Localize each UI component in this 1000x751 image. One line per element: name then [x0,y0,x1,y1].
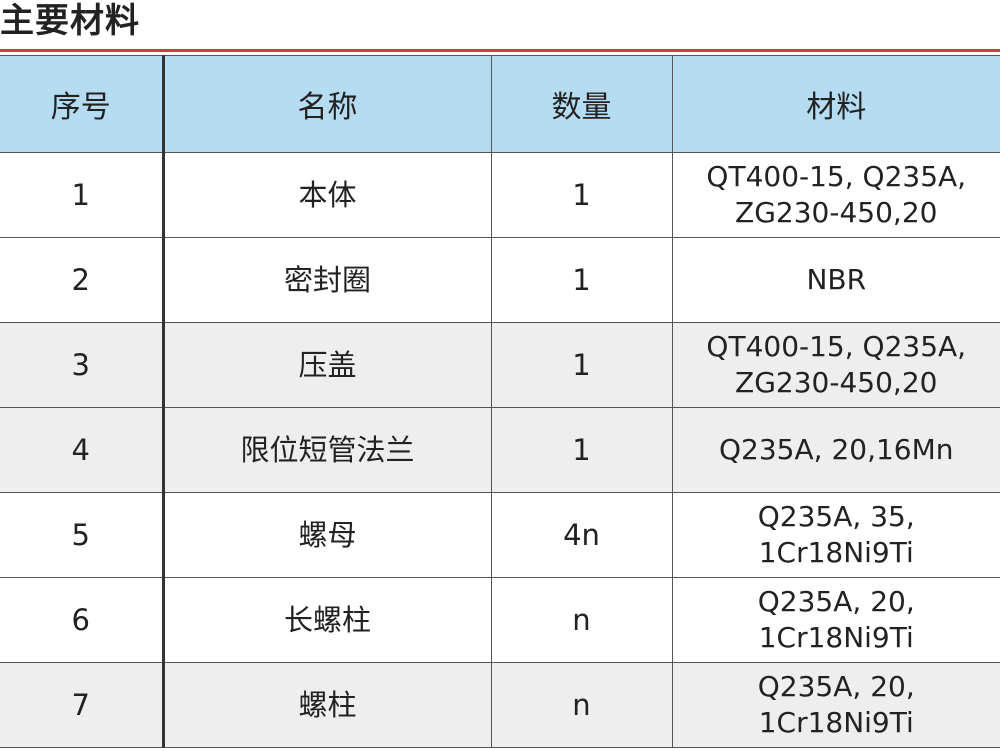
cell-text: 2 [71,263,90,297]
cell-text: 1 [572,178,591,212]
table-cell: 限位短管法兰 [162,407,492,493]
table-cell: 2 [0,237,165,323]
table-row: 3 压盖 1 QT400-15, Q235A, ZG230-450,20 [0,322,1000,408]
table-cell: 螺柱 [162,662,492,748]
table-row: 6 长螺柱 n Q235A, 20, 1Cr18Ni9Ti [0,577,1000,663]
table-row: 2 密封圈 1 NBR [0,237,1000,323]
cell-text: 1 [572,263,591,297]
table-cell: 压盖 [162,322,492,408]
materials-table: 序号 名称 数量 材料 1 本体 1 QT400-15, Q235A, ZG230-450,2… [0,55,1000,748]
table-cell: Q235A, 35, 1Cr18Ni9Ti [671,492,1000,578]
column-header: 序号 [0,55,165,153]
table-cell: 4 [0,407,165,493]
cell-text: 1 [572,433,591,467]
cell-text: 4 [71,433,90,467]
cell-text: n [572,603,591,637]
table-row: 7 螺柱 n Q235A, 20, 1Cr18Ni9Ti [0,662,1000,748]
title-rule [0,49,1000,52]
table-cell: 1 [490,322,673,408]
table-cell: 4n [490,492,673,578]
cell-text: 7 [71,688,90,722]
table-cell: NBR [671,237,1000,323]
cell-text: 3 [71,348,90,382]
cell-text: 1 [572,348,591,382]
table-cell: 1 [490,407,673,493]
column-header: 数量 [490,55,673,153]
cell-text: 螺母 [298,518,357,552]
table-cell: 6 [0,577,165,663]
table-row: 4 限位短管法兰 1 Q235A, 20,16Mn [0,407,1000,493]
cell-text: 本体 [298,178,357,212]
page-title: 主要材料 [0,1,140,41]
table-cell: n [490,662,673,748]
cell-text: Q235A, 20,16Mn [719,433,954,466]
cell-text: NBR [806,263,867,296]
cell-text: Q235A, 20, 1Cr18Ni9Ti [757,670,915,739]
cell-text: 限位短管法兰 [240,433,415,467]
table-cell: 5 [0,492,165,578]
table-cell: 螺母 [162,492,492,578]
cell-text: 长螺柱 [283,603,371,637]
cell-text: n [572,688,591,722]
table-cell: n [490,577,673,663]
table-cell: QT400-15, Q235A, ZG230-450,20 [671,152,1000,238]
header-row: 序号 名称 数量 材料 [0,55,1000,153]
cell-text: QT400-15, Q235A, ZG230-450,20 [706,160,967,229]
table-row: 1 本体 1 QT400-15, Q235A, ZG230-450,20 [0,152,1000,238]
column-header: 材料 [671,55,1000,153]
cell-text: Q235A, 35, 1Cr18Ni9Ti [757,500,915,569]
table-cell: 密封圈 [162,237,492,323]
cell-text: 螺柱 [298,688,357,722]
table-row: 5 螺母 4n Q235A, 35, 1Cr18Ni9Ti [0,492,1000,578]
cell-text: QT400-15, Q235A, ZG230-450,20 [706,330,967,399]
table-cell: Q235A, 20,16Mn [671,407,1000,493]
column-header: 名称 [162,55,492,153]
cell-text: 5 [71,518,90,552]
table-cell: 1 [490,237,673,323]
table-cell: Q235A, 20, 1Cr18Ni9Ti [671,662,1000,748]
table-cell: 长螺柱 [162,577,492,663]
table-cell: 7 [0,662,165,748]
table-cell: Q235A, 20, 1Cr18Ni9Ti [671,577,1000,663]
cell-text: 4n [563,518,600,552]
cell-text: Q235A, 20, 1Cr18Ni9Ti [757,585,915,654]
cell-text: 6 [71,603,90,637]
table-cell: 本体 [162,152,492,238]
table-cell: 3 [0,322,165,408]
cell-text: 密封圈 [283,263,371,297]
cell-text: 压盖 [298,348,357,382]
cell-text: 1 [71,178,90,212]
table-cell: QT400-15, Q235A, ZG230-450,20 [671,322,1000,408]
table-cell: 1 [0,152,165,238]
table-cell: 1 [490,152,673,238]
